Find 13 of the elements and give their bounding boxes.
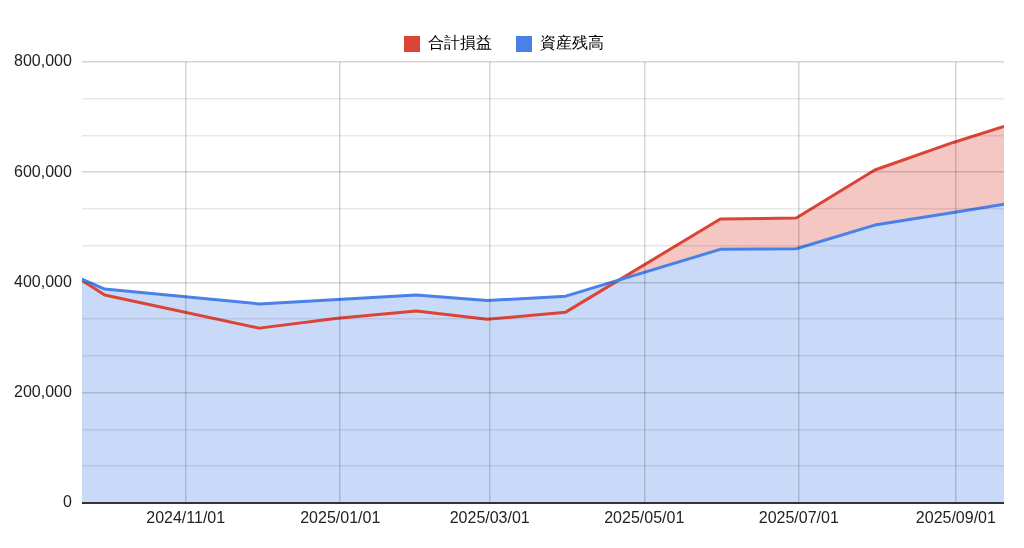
x-tick-label: 2025/07/01 [758, 508, 839, 526]
y-tick-label: 600,000 [13, 162, 72, 180]
y-tick-label: 200,000 [13, 383, 72, 401]
x-tick-label: 2025/09/01 [915, 508, 997, 526]
x-tick-label: 2025/03/01 [449, 508, 530, 526]
y-tick-label: 400,000 [13, 272, 72, 290]
legend-label: 合計損益 [428, 34, 492, 52]
y-tick-label: 800,000 [13, 52, 72, 70]
x-tick-label: 2025/01/01 [300, 508, 381, 526]
x-tick-label: 2024/11/01 [146, 508, 226, 526]
y-tick-label: 0 [62, 493, 72, 511]
x-tick-label: 2025/05/01 [604, 508, 685, 526]
legend-label: 資産残高 [540, 34, 604, 52]
